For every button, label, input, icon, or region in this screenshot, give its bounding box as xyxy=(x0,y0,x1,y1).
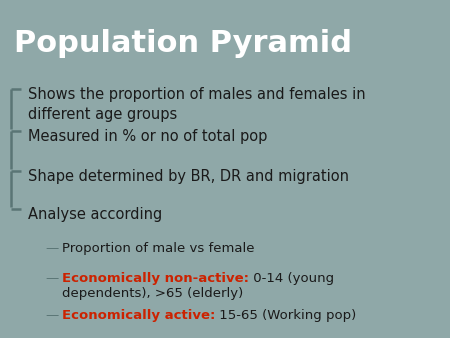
Text: —: — xyxy=(45,242,58,256)
Text: Proportion of male vs female: Proportion of male vs female xyxy=(62,242,255,256)
Text: —: — xyxy=(45,272,58,285)
Text: Population Pyramid: Population Pyramid xyxy=(14,29,351,58)
Text: Analyse according: Analyse according xyxy=(28,208,162,222)
Text: Measured in % or no of total pop: Measured in % or no of total pop xyxy=(28,129,267,144)
Text: 15-65 (Working pop): 15-65 (Working pop) xyxy=(216,309,356,322)
Text: Economically active:: Economically active: xyxy=(62,309,216,322)
Text: dependents), >65 (elderly): dependents), >65 (elderly) xyxy=(62,287,243,300)
Text: —: — xyxy=(45,309,58,322)
Text: Shows the proportion of males and females in
different age groups: Shows the proportion of males and female… xyxy=(28,88,365,122)
Text: Economically non-active:: Economically non-active: xyxy=(62,272,249,285)
Text: 0-14 (young: 0-14 (young xyxy=(249,272,334,285)
Text: Shape determined by BR, DR and migration: Shape determined by BR, DR and migration xyxy=(28,169,349,185)
